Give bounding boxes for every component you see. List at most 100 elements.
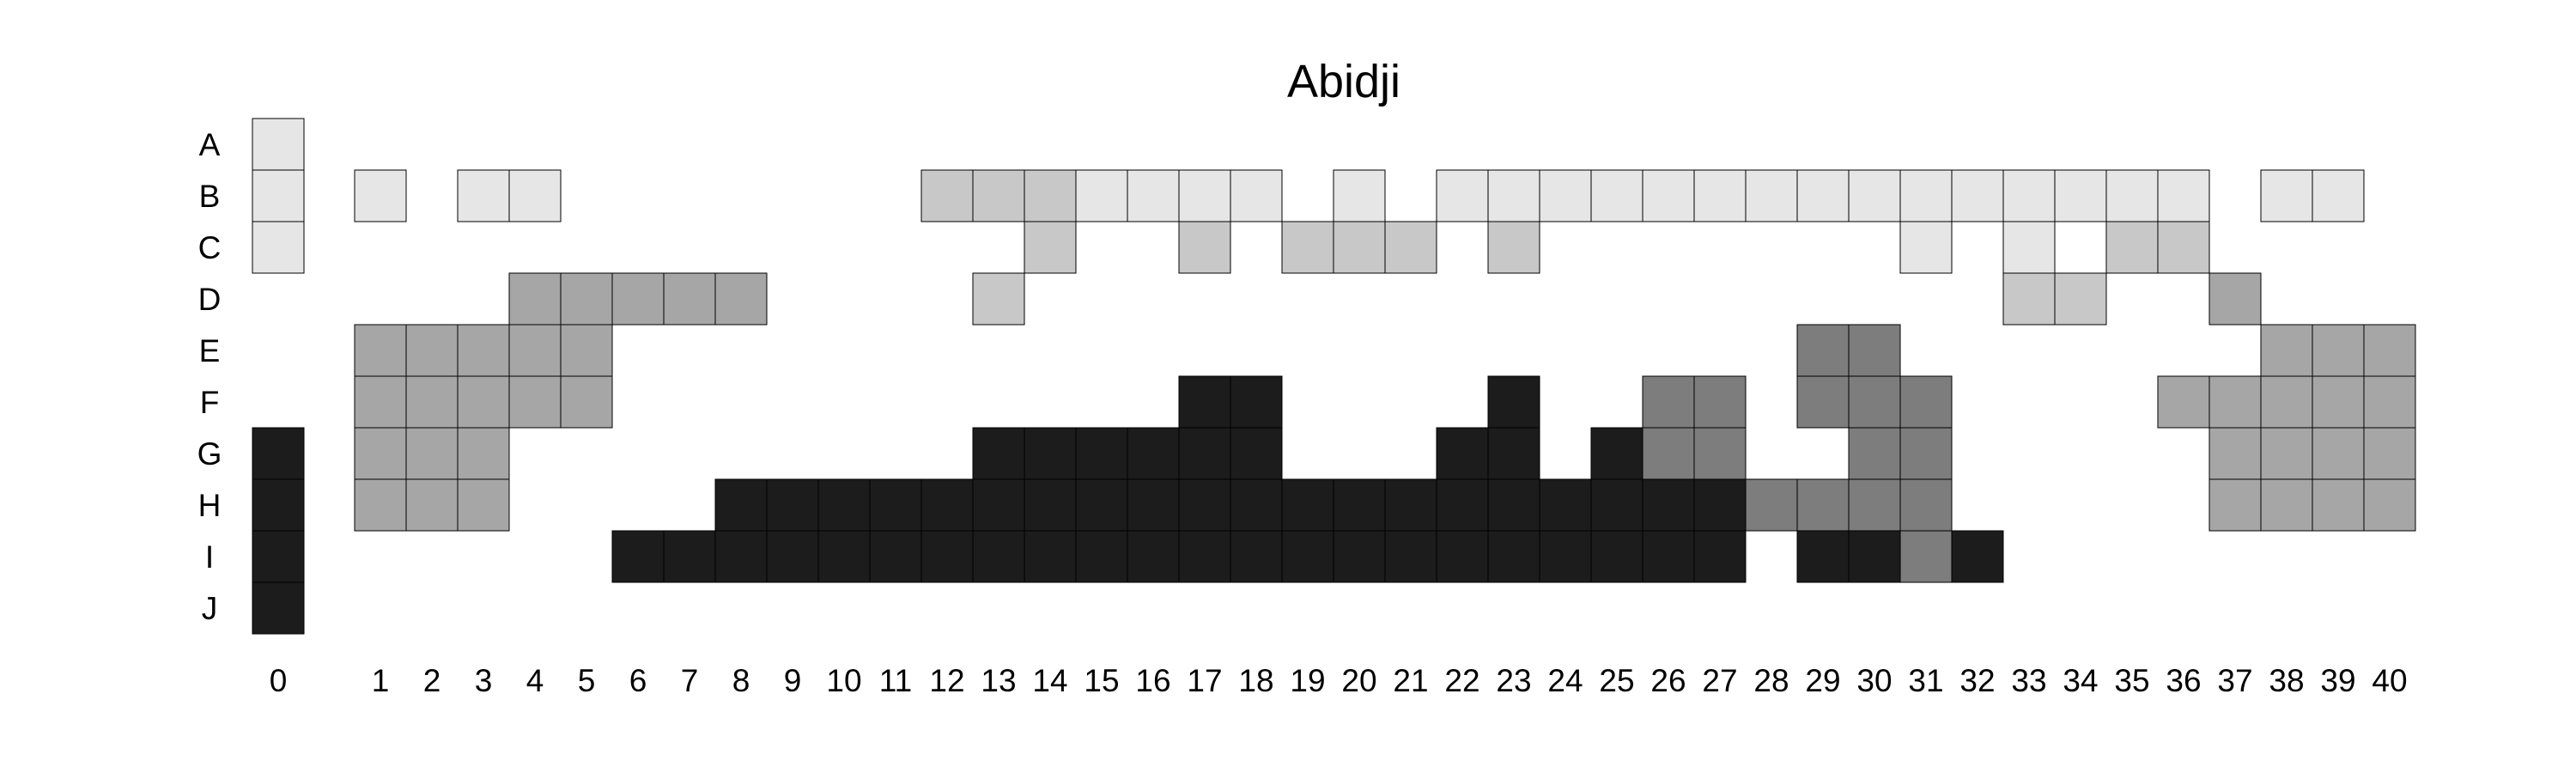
heatmap-cell-I-12 bbox=[920, 530, 974, 583]
column-label-37: 37 bbox=[2217, 663, 2252, 698]
column-label-27: 27 bbox=[1702, 663, 1737, 698]
heatmap-cell-B-39 bbox=[2312, 169, 2365, 222]
row-label-G: G bbox=[197, 436, 222, 472]
heatmap-cell-I-24 bbox=[1539, 530, 1592, 583]
heatmap-cell-H-23 bbox=[1487, 478, 1540, 532]
column-label-19: 19 bbox=[1290, 663, 1325, 698]
heatmap-cell-H-19 bbox=[1281, 478, 1334, 532]
heatmap-cell-G-1 bbox=[354, 427, 407, 480]
heatmap-cell-F-5 bbox=[560, 375, 613, 429]
heatmap-cell-H-39 bbox=[2312, 478, 2365, 532]
column-label-1: 1 bbox=[372, 663, 390, 698]
column-label-36: 36 bbox=[2166, 663, 2201, 698]
heatmap-cell-G-16 bbox=[1127, 427, 1180, 480]
heatmap-cell-F-2 bbox=[405, 375, 459, 429]
heatmap-cell-F-30 bbox=[1848, 375, 1901, 429]
heatmap-cell-I-7 bbox=[663, 530, 716, 583]
heatmap-cell-F-31 bbox=[1899, 375, 1953, 429]
heatmap-cell-G-0 bbox=[252, 427, 305, 480]
heatmap-cell-H-21 bbox=[1384, 478, 1437, 532]
heatmap-cell-H-25 bbox=[1590, 478, 1643, 532]
heatmap-cell-G-26 bbox=[1642, 427, 1695, 480]
column-label-40: 40 bbox=[2372, 663, 2407, 698]
heatmap-cell-B-3 bbox=[457, 169, 510, 222]
heatmap-cell-H-2 bbox=[405, 478, 459, 532]
heatmap-cell-H-38 bbox=[2260, 478, 2313, 532]
heatmap-cell-D-5 bbox=[560, 272, 613, 326]
heatmap-cell-H-9 bbox=[766, 478, 819, 532]
heatmap-cells bbox=[252, 118, 2416, 635]
heatmap-cell-H-0 bbox=[252, 478, 305, 532]
heatmap-cell-G-37 bbox=[2208, 427, 2262, 480]
column-label-39: 39 bbox=[2320, 663, 2355, 698]
heatmap-cell-H-3 bbox=[457, 478, 510, 532]
heatmap-cell-F-29 bbox=[1796, 375, 1850, 429]
row-label-C: C bbox=[198, 230, 222, 265]
heatmap-cell-C-33 bbox=[2002, 221, 2056, 274]
heatmap-cell-B-29 bbox=[1796, 169, 1850, 222]
heatmap-cell-G-31 bbox=[1899, 427, 1953, 480]
heatmap-cell-I-19 bbox=[1281, 530, 1334, 583]
heatmap-cell-H-40 bbox=[2363, 478, 2416, 532]
heatmap-cell-H-22 bbox=[1436, 478, 1489, 532]
heatmap-cell-B-12 bbox=[920, 169, 974, 222]
heatmap-cell-H-1 bbox=[354, 478, 407, 532]
row-label-E: E bbox=[199, 333, 221, 368]
heatmap-cell-H-24 bbox=[1539, 478, 1592, 532]
column-label-3: 3 bbox=[475, 663, 493, 698]
heatmap-cell-I-29 bbox=[1796, 530, 1850, 583]
column-label-32: 32 bbox=[1959, 663, 1995, 698]
heatmap-cell-H-17 bbox=[1178, 478, 1231, 532]
heatmap-cell-H-11 bbox=[869, 478, 922, 532]
heatmap-cell-H-37 bbox=[2208, 478, 2262, 532]
heatmap-cell-B-25 bbox=[1590, 169, 1643, 222]
heatmap-cell-H-16 bbox=[1127, 478, 1180, 532]
heatmap-cell-B-34 bbox=[2054, 169, 2107, 222]
heatmap-cell-C-19 bbox=[1281, 221, 1334, 274]
heatmap-cell-C-20 bbox=[1333, 221, 1386, 274]
heatmap-cell-H-27 bbox=[1693, 478, 1747, 532]
heatmap-cell-E-39 bbox=[2312, 324, 2365, 377]
heatmap-cell-B-30 bbox=[1848, 169, 1901, 222]
heatmap-cell-C-21 bbox=[1384, 221, 1437, 274]
column-label-17: 17 bbox=[1187, 663, 1222, 698]
column-label-26: 26 bbox=[1650, 663, 1686, 698]
heatmap-cell-F-18 bbox=[1230, 375, 1283, 429]
heatmap-cell-E-3 bbox=[457, 324, 510, 377]
row-label-I: I bbox=[205, 539, 214, 575]
heatmap-cell-C-23 bbox=[1487, 221, 1540, 274]
heatmap-cell-B-32 bbox=[1951, 169, 2004, 222]
heatmap-cell-B-23 bbox=[1487, 169, 1540, 222]
heatmap-cell-I-13 bbox=[972, 530, 1025, 583]
heatmap-cell-I-26 bbox=[1642, 530, 1695, 583]
heatmap-cell-B-28 bbox=[1745, 169, 1798, 222]
column-label-33: 33 bbox=[2011, 663, 2046, 698]
heatmap-cell-G-22 bbox=[1436, 427, 1489, 480]
column-label-25: 25 bbox=[1599, 663, 1634, 698]
heatmap-cell-G-27 bbox=[1693, 427, 1747, 480]
column-label-4: 4 bbox=[526, 663, 544, 698]
heatmap-cell-F-37 bbox=[2208, 375, 2262, 429]
heatmap-cell-B-20 bbox=[1333, 169, 1386, 222]
heatmap-cell-E-30 bbox=[1848, 324, 1901, 377]
heatmap-cell-F-26 bbox=[1642, 375, 1695, 429]
heatmap-cell-H-28 bbox=[1745, 478, 1798, 532]
column-label-11: 11 bbox=[879, 663, 912, 698]
heatmap-cell-G-30 bbox=[1848, 427, 1901, 480]
row-label-D: D bbox=[198, 282, 222, 317]
heatmap-cell-B-33 bbox=[2002, 169, 2056, 222]
heatmap-cell-B-14 bbox=[1024, 169, 1077, 222]
heatmap-cell-I-23 bbox=[1487, 530, 1540, 583]
heatmap-cell-G-14 bbox=[1024, 427, 1077, 480]
heatmap-cell-B-27 bbox=[1693, 169, 1747, 222]
heatmap-cell-I-21 bbox=[1384, 530, 1437, 583]
heatmap-cell-I-20 bbox=[1333, 530, 1386, 583]
heatmap-cell-C-35 bbox=[2105, 221, 2159, 274]
heatmap-cell-I-22 bbox=[1436, 530, 1489, 583]
heatmap-cell-I-11 bbox=[869, 530, 922, 583]
row-label-J: J bbox=[202, 591, 218, 626]
heatmap-cell-I-27 bbox=[1693, 530, 1747, 583]
heatmap-cell-G-40 bbox=[2363, 427, 2416, 480]
